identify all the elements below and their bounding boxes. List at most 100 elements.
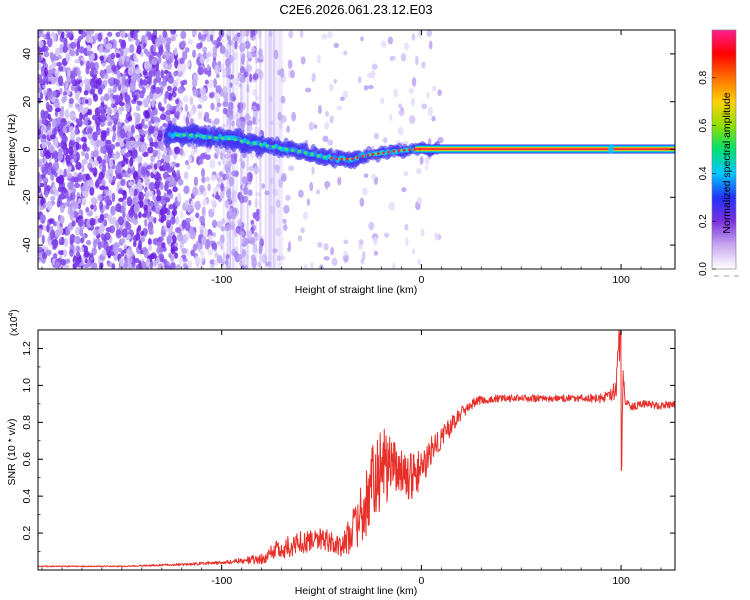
- spectrogram-noise-speck: [373, 132, 379, 140]
- spectrogram-noise-speck: [340, 96, 345, 102]
- spectrogram-noise-speck: [232, 152, 238, 159]
- spectrogram-noise-speck: [258, 48, 263, 57]
- spectrogram-noise-speck: [162, 61, 169, 70]
- spectrogram-y-tick: 40: [21, 48, 675, 60]
- spectrogram-noise-speck: [140, 230, 145, 236]
- spectrogram-noise-speck: [122, 210, 126, 219]
- spectrogram-noise-speck: [327, 139, 334, 146]
- spectrogram-noise-speck: [153, 163, 158, 170]
- spectrogram-ridge-peak: [399, 148, 404, 152]
- spectrogram-noise-speck: [38, 63, 42, 71]
- spectrogram-noise-speck: [196, 42, 202, 50]
- spectrogram-noise-speck: [97, 241, 102, 250]
- spectrogram-ridge-peak: [271, 145, 276, 149]
- spectrogram-y-tick: -40: [21, 237, 675, 253]
- spectrogram-noise-speck: [427, 106, 433, 117]
- spectrogram-ridge-dot: [366, 153, 370, 157]
- spectrogram-noise-speck: [199, 56, 205, 63]
- spectrogram-noise-speck: [46, 37, 53, 48]
- spectrogram-noise-speck: [183, 185, 190, 195]
- spectrogram-noise-speck: [93, 148, 100, 158]
- spectrogram-noise-speck: [100, 130, 108, 135]
- spectrogram-noise-speck: [145, 83, 150, 89]
- spectrogram-noise-speck: [189, 96, 194, 106]
- spectrogram-noise-speck: [275, 199, 281, 208]
- spectrogram-noise-speck: [200, 255, 204, 262]
- spectrogram-noise-speck: [175, 98, 180, 105]
- spectrogram-ridge-peak: [175, 133, 180, 137]
- spectrogram-noise-speck: [384, 232, 390, 238]
- spectrogram-noise-speck: [74, 128, 79, 136]
- spectrogram-noise-speck: [324, 111, 329, 117]
- spectrogram-noise-speck: [249, 73, 253, 83]
- spectrogram-noise-speck: [171, 80, 179, 89]
- spectrogram-noise-speck: [286, 125, 290, 133]
- snr-x-tick-label: 100: [612, 575, 630, 587]
- spectrogram-noise-speck: [148, 189, 154, 197]
- spectrogram-noise-speck: [397, 126, 404, 135]
- spectrogram-noise-speck: [151, 57, 158, 66]
- spectrogram-ridge-peak: [233, 138, 238, 142]
- snr-x-axis: -100 0 100: [41, 330, 662, 587]
- spectrogram-noise-speck: [231, 95, 237, 102]
- spectrogram-noise-speck: [181, 219, 187, 227]
- spectrogram-noise-speck: [426, 92, 430, 99]
- spectrogram-noise-speck: [99, 200, 103, 211]
- spectrogram-noise-speck: [273, 49, 279, 60]
- spectrogram-noise-speck: [99, 121, 105, 127]
- spectrogram-ridge-dot: [340, 157, 344, 161]
- spectrogram-noise-speck: [175, 162, 180, 168]
- spectrogram-noise-speck: [39, 78, 46, 85]
- spectrogram-noise-speck: [69, 248, 74, 257]
- spectrogram-noise-speck: [170, 261, 176, 269]
- spectrogram-noise-speck: [89, 89, 95, 95]
- spectrogram-noise-speck: [206, 33, 212, 43]
- spectrogram-noise-speck: [43, 51, 50, 58]
- spectrogram-noise-speck: [38, 87, 43, 94]
- spectrogram-noise-speck: [240, 231, 245, 237]
- spectrogram-noise-speck: [168, 149, 173, 156]
- spectrogram-noise-speck: [81, 197, 87, 206]
- spectrogram-noise-speck: [300, 30, 304, 38]
- spectrogram-noise-speck: [125, 140, 132, 149]
- spectrogram-noise-speck: [277, 69, 281, 76]
- spectrogram-noise-speck: [380, 97, 385, 105]
- spectrogram-noise-speck: [153, 217, 157, 224]
- spectrogram-ridge-peak: [322, 155, 327, 159]
- snr-y-tick-label: 0.8: [21, 415, 33, 430]
- spectrogram-noise-speck: [216, 102, 222, 108]
- spectrogram-noise-speck: [68, 146, 74, 156]
- spectrogram-noise-speck: [107, 261, 113, 268]
- spectrogram-noise-speck: [85, 146, 90, 152]
- spectrogram-noise-speck: [54, 107, 61, 113]
- spectrogram-noise-speck: [48, 218, 55, 224]
- spectrogram-noise-speck: [121, 148, 126, 156]
- spectrogram-noise-speck: [410, 97, 416, 107]
- spectrogram-noise-speck: [158, 254, 165, 260]
- spectrogram-noise-speck: [41, 141, 47, 149]
- spectrogram-noise-speck: [222, 101, 229, 107]
- spectrogram-noise-speck: [103, 93, 110, 102]
- spectrogram-ridge-dot: [382, 151, 385, 155]
- spectrogram-ridge-peak: [310, 152, 314, 156]
- spectrogram-noise-speck: [38, 74, 43, 81]
- spectrogram-noise-speck: [66, 173, 73, 179]
- spectrogram-noise-speck: [160, 182, 164, 191]
- spectrogram-noise-speck: [110, 52, 116, 60]
- spectrogram-noise-speck: [153, 141, 159, 149]
- spectrogram-ridge-peak: [342, 157, 346, 161]
- spectrogram-noise-speck: [106, 214, 113, 221]
- spectrogram-noise-speck: [250, 30, 256, 37]
- spectrogram-noise-speck: [173, 47, 178, 56]
- spectrogram-noise-speck: [207, 183, 211, 192]
- spectrogram-noise-speck: [92, 229, 99, 236]
- spectrogram-ridge-peak: [297, 149, 301, 154]
- spectrogram-noise-speck: [215, 86, 219, 93]
- spectrogram-noise-speck: [174, 146, 181, 155]
- spectrogram-noise-speck: [129, 54, 134, 61]
- spectrogram-noise-speck: [176, 169, 181, 178]
- spectrogram-noise-speck: [175, 216, 180, 225]
- spectrogram-noise-speck: [205, 238, 211, 248]
- spectrogram-noise-speck: [327, 30, 333, 39]
- spectrogram-noise-speck: [208, 118, 212, 124]
